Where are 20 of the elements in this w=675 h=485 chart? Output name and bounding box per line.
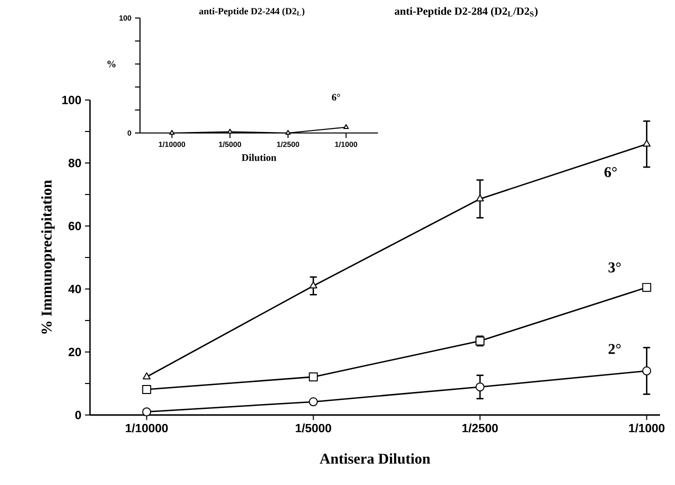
- y-tick-label: 0: [75, 410, 81, 420]
- text: 6°: [332, 94, 340, 101]
- series-label: 6°: [604, 167, 617, 178]
- y-axis-title: %: [107, 60, 116, 68]
- chart-title: anti-Peptide D2-244 (D2$_{L}$): [199, 8, 304, 16]
- x-tick-label: 1/10000: [126, 424, 168, 432]
- chart-title: anti-Peptide D2-284 (D2$_{L}$/D2$_{S}$): [394, 7, 538, 18]
- series-label: 2°: [608, 344, 621, 354]
- x-axis-title: Dilution: [242, 154, 276, 161]
- x-tick-label: 1/1000: [629, 424, 664, 432]
- x-tick-label: 1/2500: [462, 424, 498, 432]
- x-axis-title: Antisera Dilution: [320, 453, 430, 464]
- x-tick-label: 1/5000: [296, 424, 332, 432]
- y-tick-label: 40: [68, 284, 81, 294]
- series-label: 3°: [608, 262, 621, 272]
- y-tick-label: 60: [68, 222, 81, 230]
- y-tick-label: 20: [68, 348, 81, 356]
- y-tick-label: 80: [68, 158, 81, 168]
- y-tick-label: 100: [62, 96, 81, 104]
- y-axis-title: % Immunoprecipitation: [41, 180, 55, 334]
